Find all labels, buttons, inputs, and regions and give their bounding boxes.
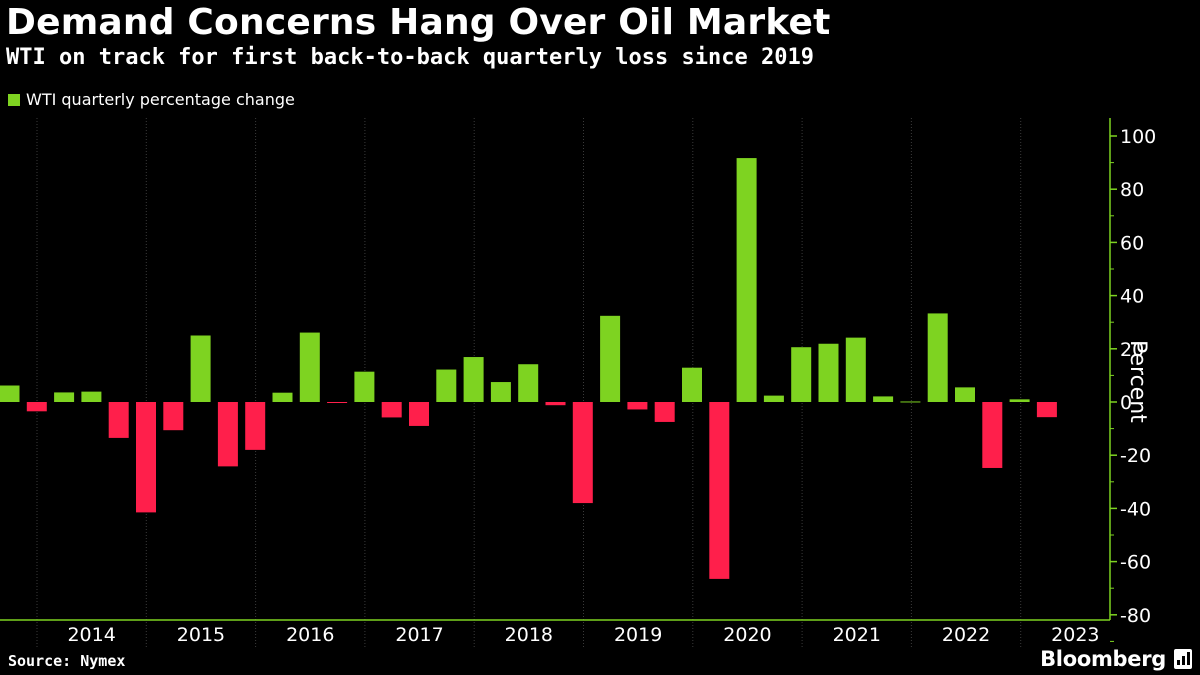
bar	[709, 402, 730, 579]
x-tick-label: 2021	[833, 624, 881, 646]
bar	[873, 396, 894, 402]
x-tick-label: 2019	[614, 624, 662, 646]
bar	[736, 158, 757, 402]
bar	[763, 395, 784, 402]
bar	[299, 332, 320, 402]
y-tick-label: -40	[1120, 498, 1151, 520]
bar	[654, 402, 675, 422]
y-tick-label: -20	[1120, 445, 1151, 467]
bar	[982, 402, 1003, 468]
x-tick-label: 2016	[286, 624, 334, 646]
bar	[26, 402, 47, 412]
x-tick-label: 2018	[505, 624, 553, 646]
x-tick-label: 2022	[942, 624, 990, 646]
bar	[490, 382, 511, 402]
y-tick-label: -80	[1120, 605, 1151, 627]
bar	[518, 364, 539, 402]
bar	[354, 371, 375, 402]
y-tick-label: 0	[1120, 392, 1132, 414]
bar	[900, 401, 921, 403]
x-tick-label: 2017	[395, 624, 443, 646]
bar	[272, 392, 293, 402]
bar	[436, 369, 457, 402]
y-tick-label: 40	[1120, 286, 1144, 308]
bar	[600, 315, 621, 402]
bar	[1009, 399, 1030, 402]
bar	[572, 402, 593, 504]
chart-title: Demand Concerns Hang Over Oil Market	[6, 2, 831, 43]
x-tick-label: 2020	[723, 624, 771, 646]
bar	[927, 313, 948, 402]
bar	[381, 402, 402, 418]
bar	[108, 402, 129, 438]
y-tick-label: -60	[1120, 552, 1151, 574]
bar	[190, 335, 211, 402]
bar	[217, 402, 238, 467]
bar	[791, 347, 812, 402]
bar	[163, 402, 184, 431]
source-note: Source: Nymex	[8, 652, 126, 670]
bloomberg-logo: Bloomberg	[1040, 647, 1166, 671]
bar	[682, 367, 702, 402]
bar	[463, 357, 484, 402]
bar	[136, 402, 156, 513]
x-tick-label: 2014	[67, 624, 115, 646]
bar	[54, 392, 75, 402]
y-tick-label: 20	[1120, 339, 1144, 361]
bar	[327, 402, 348, 403]
x-tick-label: 2015	[177, 624, 225, 646]
bar	[409, 402, 429, 426]
y-axis-label: Percent	[1125, 340, 1150, 423]
bar	[818, 343, 839, 402]
bar	[81, 391, 102, 402]
bar	[545, 402, 566, 406]
bar	[627, 402, 648, 410]
legend: WTI quarterly percentage change	[8, 90, 295, 109]
y-tick-label: 100	[1120, 126, 1156, 148]
chart-subtitle: WTI on track for first back-to-back quar…	[6, 45, 814, 70]
bar	[245, 402, 266, 450]
legend-swatch	[8, 93, 20, 106]
y-tick-label: 80	[1120, 179, 1144, 201]
bar	[845, 337, 866, 402]
bloomberg-icon	[1174, 649, 1192, 669]
legend-label: WTI quarterly percentage change	[26, 90, 295, 109]
y-tick-label: 60	[1120, 232, 1144, 254]
bar	[0, 385, 20, 402]
x-tick-label: 2023	[1051, 624, 1099, 646]
bar	[1036, 402, 1057, 418]
bar	[955, 387, 975, 402]
